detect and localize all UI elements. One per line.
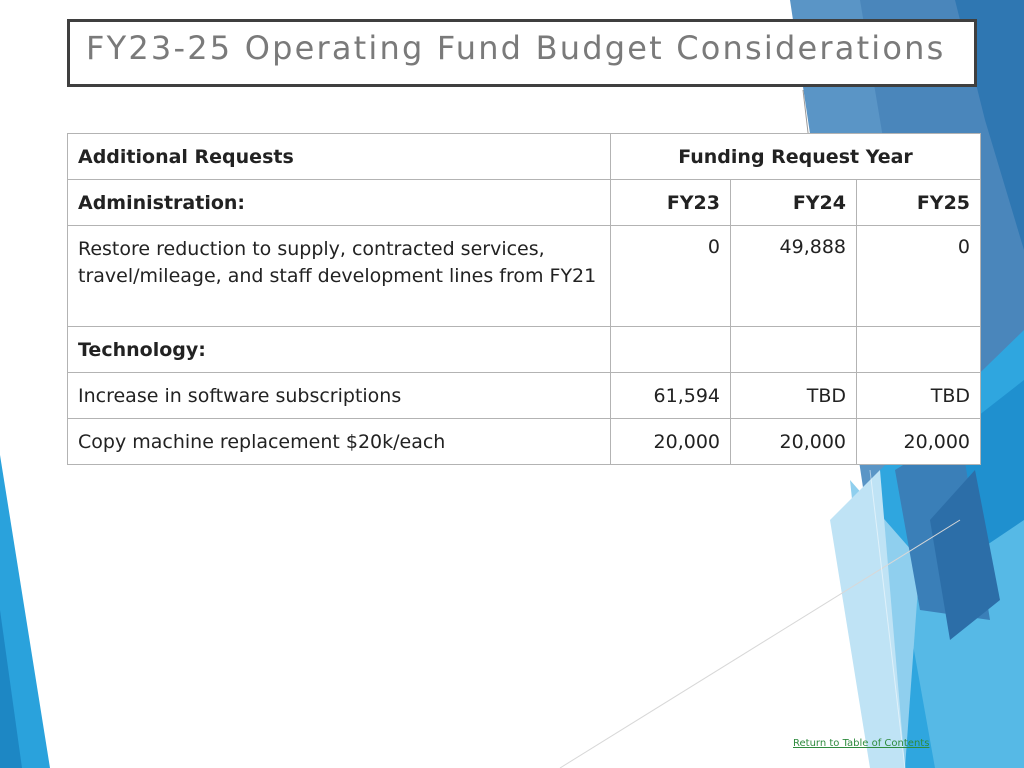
year-header-fy25: FY25 [855, 179, 982, 226]
title-box: FY23-25 Operating Fund Budget Considerat… [67, 19, 977, 87]
page-title: FY23-25 Operating Fund Budget Considerat… [86, 29, 946, 67]
table-header-row: Additional Requests Funding Request Year [67, 133, 982, 180]
section-label: Administration: [67, 179, 611, 226]
section-label: Technology: [67, 326, 611, 373]
item-value-fy23: 20,000 [610, 418, 731, 465]
year-header-fy24: FY24 [730, 179, 857, 226]
item-value-fy24: TBD [730, 372, 857, 419]
table-row: Increase in software subscriptions 61,59… [67, 372, 982, 419]
item-description: Restore reduction to supply, contracted … [67, 225, 611, 327]
item-value-fy23: 61,594 [610, 372, 731, 419]
item-description: Copy machine replacement $20k/each [67, 418, 611, 465]
header-funding-request-year: Funding Request Year [609, 133, 982, 180]
table-row: Copy machine replacement $20k/each 20,00… [67, 418, 982, 465]
section-row-administration: Administration: FY23 FY24 FY25 [67, 179, 982, 226]
item-description: Increase in software subscriptions [67, 372, 611, 419]
header-additional-requests: Additional Requests [67, 133, 611, 180]
item-value-fy24: 49,888 [730, 225, 857, 327]
item-value-fy24: 20,000 [730, 418, 857, 465]
item-value-fy25: 0 [855, 225, 982, 327]
return-to-toc-link[interactable]: Return to Table of Contents [793, 738, 930, 749]
year-header-fy23: FY23 [610, 179, 731, 226]
empty-cell [610, 326, 731, 373]
item-value-fy23: 0 [610, 225, 731, 327]
section-row-technology: Technology: [67, 326, 982, 373]
item-value-fy25: TBD [855, 372, 982, 419]
budget-table: Additional Requests Funding Request Year… [67, 133, 982, 465]
table-row: Restore reduction to supply, contracted … [67, 225, 982, 327]
item-value-fy25: 20,000 [855, 418, 982, 465]
empty-cell [730, 326, 857, 373]
empty-cell [855, 326, 982, 373]
